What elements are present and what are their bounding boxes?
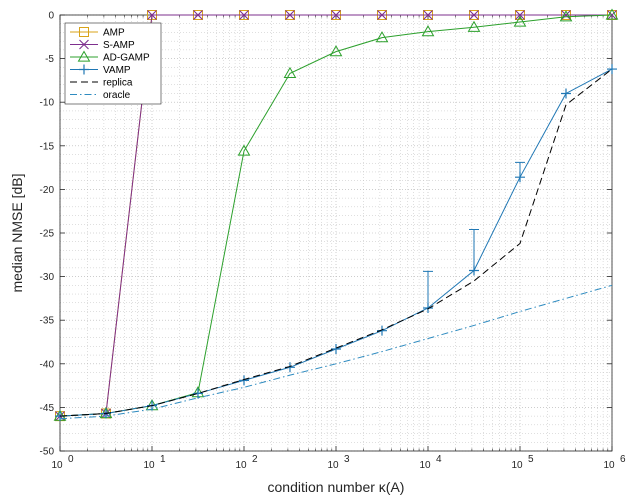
data-point bbox=[377, 10, 387, 20]
data-point bbox=[607, 64, 617, 75]
series-line bbox=[59, 68, 613, 417]
y-tick-label: -10 bbox=[40, 98, 55, 109]
x-tick-label: 10 bbox=[235, 460, 247, 471]
x-tick-label: 10 bbox=[143, 460, 155, 471]
data-point bbox=[331, 10, 341, 20]
x-tick-label: 10 bbox=[511, 460, 523, 471]
data-point bbox=[605, 8, 619, 20]
x-axis-label: condition number κ(A) bbox=[268, 479, 405, 495]
x-tick-label: 10 bbox=[419, 460, 431, 471]
legend-label: S-AMP bbox=[103, 40, 135, 51]
data-point bbox=[283, 66, 297, 79]
data-point bbox=[331, 343, 341, 354]
data-point bbox=[469, 10, 479, 20]
data-point bbox=[469, 265, 479, 276]
legend-marker bbox=[79, 39, 89, 50]
y-tick-label: -50 bbox=[40, 447, 55, 458]
data-point bbox=[467, 20, 481, 32]
y-tick-label: -25 bbox=[40, 229, 55, 240]
x-tick-label: 10 bbox=[603, 460, 615, 471]
data-point bbox=[515, 10, 525, 20]
data-point bbox=[193, 10, 203, 20]
legend-marker bbox=[79, 27, 89, 37]
y-tick-label: -5 bbox=[45, 54, 54, 65]
y-tick-label: 0 bbox=[48, 11, 54, 22]
data-point bbox=[375, 31, 389, 43]
error-bar bbox=[423, 270, 433, 308]
data-point bbox=[192, 388, 203, 399]
x-tick-exponent: 4 bbox=[436, 454, 442, 465]
x-tick-label: 10 bbox=[327, 460, 339, 471]
y-tick-label: -40 bbox=[40, 359, 55, 370]
data-point bbox=[147, 10, 157, 20]
legend-label: AD-GAMP bbox=[103, 53, 150, 64]
legend-label: replica bbox=[103, 78, 133, 89]
data-point bbox=[513, 15, 527, 27]
error-bar bbox=[469, 229, 479, 271]
data-point bbox=[329, 45, 343, 57]
legend-marker bbox=[79, 64, 89, 75]
x-tick-exponent: 2 bbox=[252, 454, 258, 465]
data-point bbox=[423, 302, 433, 313]
series-layer bbox=[53, 8, 619, 422]
data-point bbox=[423, 10, 433, 20]
x-tick-exponent: 0 bbox=[68, 454, 74, 465]
x-tick-exponent: 3 bbox=[344, 454, 350, 465]
grid bbox=[59, 14, 613, 452]
legend-label: oracle bbox=[103, 90, 131, 101]
x-tick-label: 10 bbox=[51, 460, 63, 471]
data-point bbox=[285, 10, 295, 20]
series-5 bbox=[59, 284, 613, 420]
y-tick-label: -30 bbox=[40, 272, 55, 283]
y-tick-label: -15 bbox=[40, 141, 55, 152]
y-tick-label: -35 bbox=[40, 316, 55, 327]
series-4 bbox=[59, 68, 613, 417]
x-tick-exponent: 6 bbox=[620, 454, 626, 465]
x-tick-exponent: 5 bbox=[528, 454, 534, 465]
series-1 bbox=[55, 10, 617, 422]
y-axis-label: median NMSE [dB] bbox=[9, 173, 25, 292]
legend-label: AMP bbox=[103, 28, 125, 39]
tick-labels: 10 0 10 1 10 2 10 3 10 4 10 5 10 6 0 -5 -10 -15 -20 -25 -30 -… bbox=[40, 11, 626, 472]
data-point bbox=[515, 172, 525, 183]
data-point bbox=[561, 88, 571, 99]
data-point bbox=[421, 25, 435, 37]
data-point bbox=[559, 10, 573, 22]
series-line bbox=[59, 284, 613, 420]
data-point bbox=[561, 10, 571, 20]
legend-label: VAMP bbox=[103, 65, 131, 76]
y-tick-label: -20 bbox=[40, 185, 55, 196]
data-point bbox=[239, 10, 249, 20]
y-tick-label: -45 bbox=[40, 403, 55, 414]
x-tick-exponent: 1 bbox=[160, 454, 166, 465]
legend-marker bbox=[77, 50, 91, 62]
data-point bbox=[237, 144, 251, 156]
data-point bbox=[239, 375, 249, 386]
